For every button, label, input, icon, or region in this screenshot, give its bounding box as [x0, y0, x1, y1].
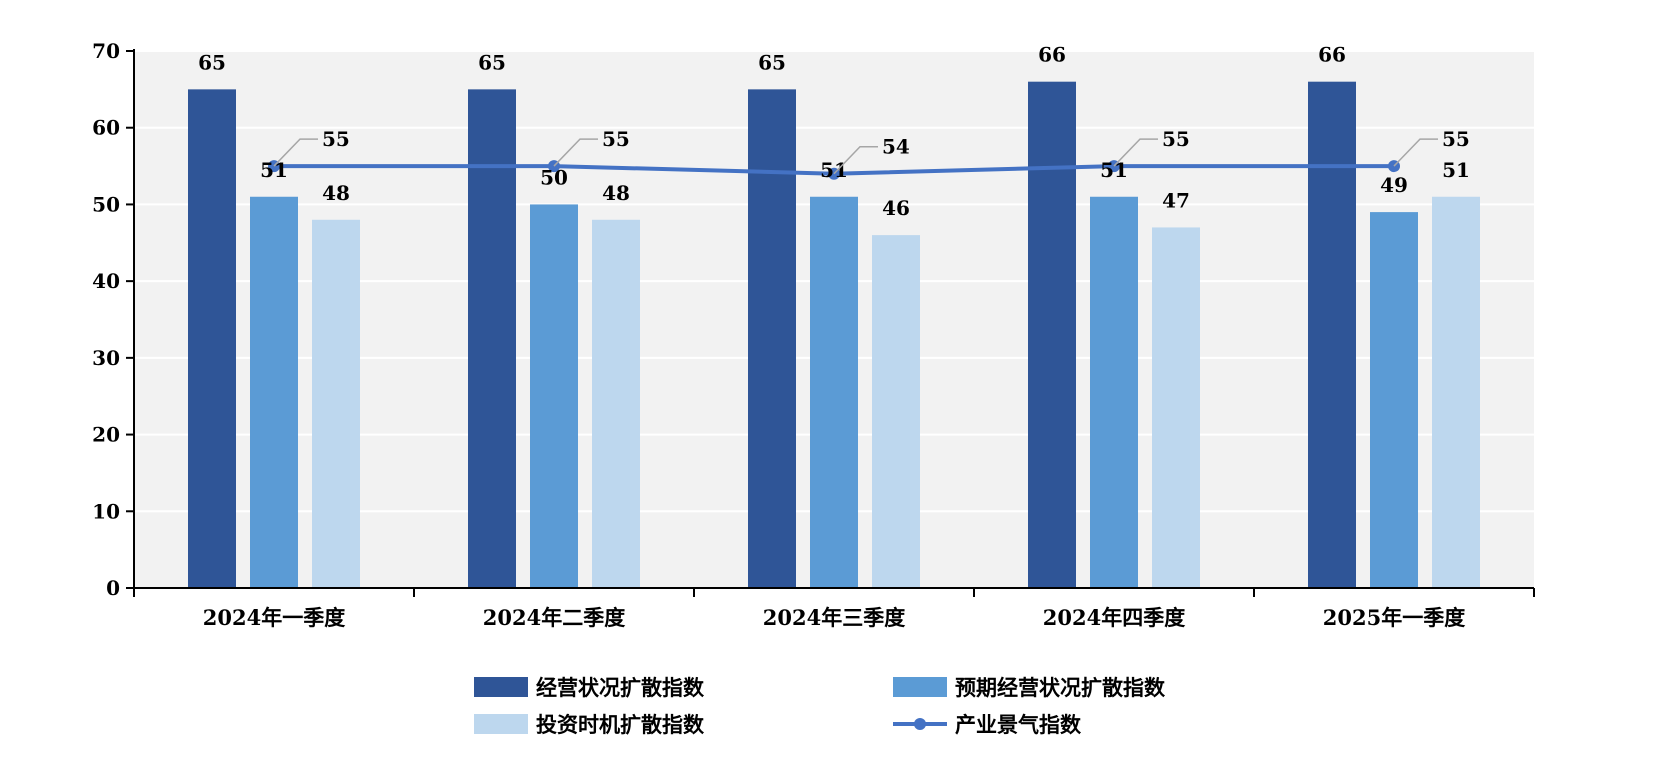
bar-value-label: 51 [1100, 158, 1128, 182]
legend-label: 经营状况扩散指数 [536, 675, 705, 700]
bar-0-4 [1308, 81, 1356, 588]
bar-value-label: 49 [1380, 173, 1408, 197]
line-value-label: 55 [602, 127, 630, 151]
legend-label: 产业景气指数 [955, 712, 1082, 737]
callout-leader [553, 138, 598, 167]
bar-0-0 [188, 89, 236, 588]
legend-swatch [893, 677, 947, 697]
legend-swatch [474, 677, 528, 697]
x-tick-label: 2024年一季度 [203, 605, 345, 630]
x-tick-label: 2024年三季度 [763, 605, 905, 630]
bar-2-2 [872, 235, 920, 588]
bar-1-0 [250, 196, 298, 588]
bar-0-1 [468, 89, 516, 588]
y-tick-label: 20 [92, 423, 120, 447]
bar-value-label: 48 [602, 181, 630, 205]
axes: 0 10 20 30 40 50 60 70 2024年一季度 2024年二季度 2024年三季度 2… [92, 39, 1535, 630]
x-tick-label: 2025年一季度 [1323, 605, 1465, 630]
bar-2-1 [592, 219, 640, 588]
bar-1-1 [530, 204, 578, 588]
callout-leader [1113, 138, 1158, 167]
callout-leader [273, 138, 318, 167]
bar-value-label: 65 [478, 50, 506, 74]
bar-2-4 [1432, 196, 1480, 588]
bar-value-label: 51 [260, 158, 288, 182]
line-value-label: 54 [882, 135, 910, 159]
legend-marker [914, 718, 926, 730]
line-value-label: 55 [1162, 127, 1190, 151]
callout-leader [1393, 138, 1438, 167]
x-tick-label: 2024年四季度 [1043, 605, 1185, 630]
bar-value-label: 65 [198, 50, 226, 74]
bar-value-label: 50 [540, 165, 568, 189]
bar-value-label: 46 [882, 196, 910, 220]
bar-2-3 [1152, 227, 1200, 588]
data-labels: 65 65 65 66 66 51 50 51 51 49 48 48 46 47 51 55 55 54 55 55 [198, 43, 1470, 220]
bar-1-3 [1090, 196, 1138, 588]
y-tick-label: 10 [92, 499, 120, 523]
bar-0-2 [748, 89, 796, 588]
bar-value-label: 47 [1162, 188, 1190, 212]
y-tick-label: 50 [92, 192, 120, 216]
bar-1-4 [1370, 212, 1418, 588]
y-tick-label: 70 [92, 39, 120, 63]
y-tick-label: 40 [92, 269, 120, 293]
x-tick-label: 2024年二季度 [483, 605, 625, 630]
bar-2-0 [312, 219, 360, 588]
y-tick-label: 60 [92, 116, 120, 140]
bar-0-3 [1028, 81, 1076, 588]
line-value-label: 55 [322, 127, 350, 151]
legend-swatch [474, 714, 528, 734]
y-tick-label: 30 [92, 346, 120, 370]
line-value-label: 55 [1442, 127, 1470, 151]
bar-value-label: 51 [820, 158, 848, 182]
bar-value-label: 66 [1318, 43, 1346, 67]
bar-1-2 [810, 196, 858, 588]
bar-value-label: 65 [758, 50, 786, 74]
bar-series [188, 81, 1480, 588]
legend-label: 投资时机扩散指数 [536, 712, 705, 737]
bar-value-label: 66 [1038, 43, 1066, 67]
callout-leader [833, 145, 878, 175]
bar-value-label: 51 [1442, 158, 1470, 182]
y-tick-label: 0 [106, 576, 120, 600]
legend-label: 预期经营状况扩散指数 [955, 675, 1166, 700]
bar-value-label: 48 [322, 181, 350, 205]
